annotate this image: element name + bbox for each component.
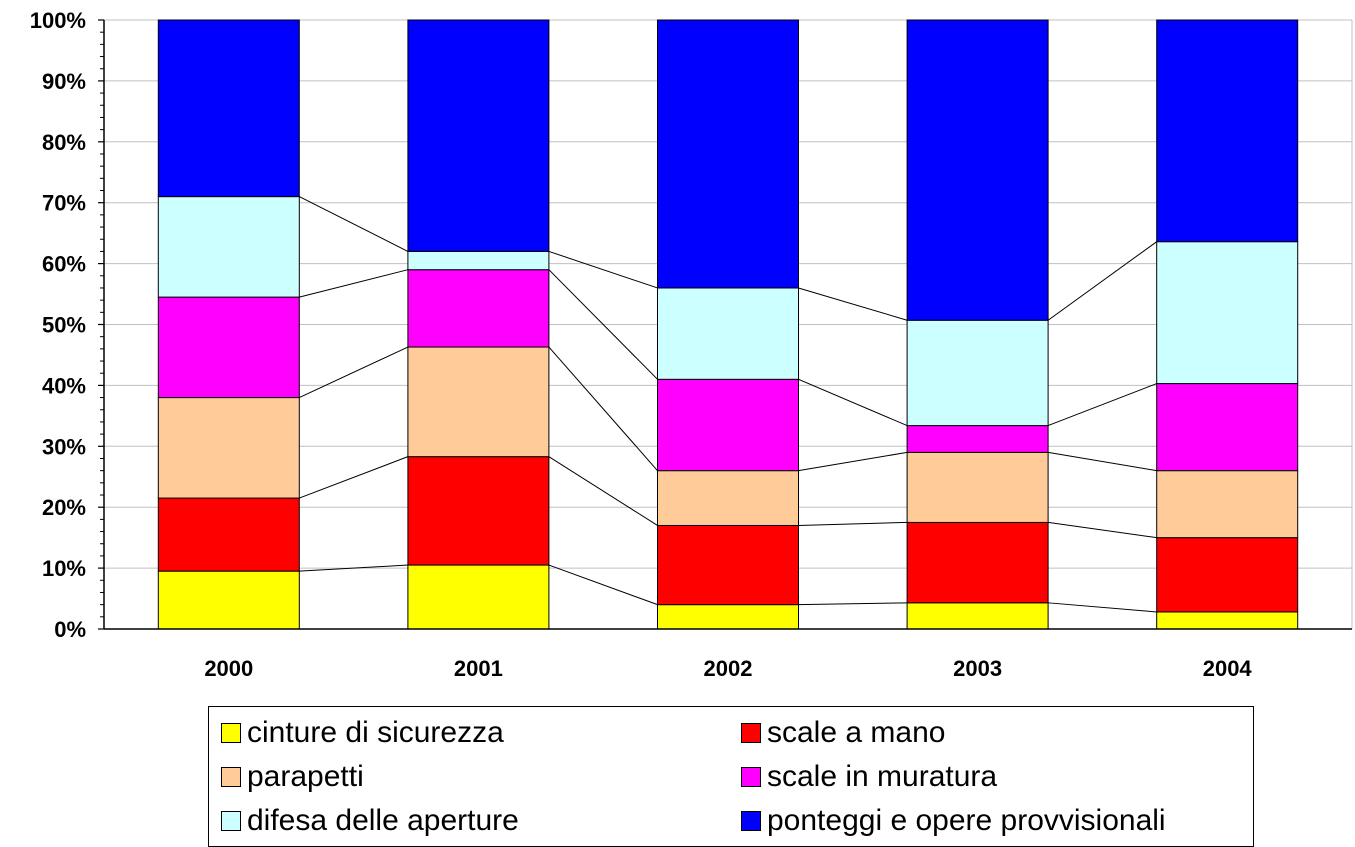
legend-item-ponteggi: ponteggi e opere provvisionali [741, 801, 1166, 841]
legend-item-difesa-delle-aperture: difesa delle aperture [221, 801, 519, 841]
series-connector-line [1047, 383, 1157, 427]
legend-label: cinture di sicurezza [247, 716, 504, 749]
series-connector-line [548, 250, 658, 289]
bar-segment [657, 524, 799, 606]
bar-segment [657, 470, 799, 526]
bar-segment [407, 250, 550, 271]
series-connector-line [1048, 602, 1157, 613]
connector-lines [299, 196, 1157, 613]
bar-segment [906, 425, 1049, 453]
y-tick-label: 30% [42, 434, 86, 459]
bar-segment [1156, 611, 1299, 630]
x-tick-label: 2001 [454, 656, 503, 681]
x-tick-label: 2000 [204, 656, 253, 681]
legend-swatch [741, 723, 761, 743]
y-tick-label: 100% [30, 8, 86, 33]
x-tick-label: 2002 [704, 656, 753, 681]
series-connector-line [1048, 521, 1157, 539]
series-connector-line [1047, 241, 1157, 321]
bar-segment [1156, 537, 1299, 613]
x-tick-label: 2003 [953, 656, 1002, 681]
bar-segment [157, 196, 300, 298]
bar-segment [906, 602, 1049, 630]
bar-segment [157, 19, 300, 198]
legend-item-scale-a-mano: scale a mano [741, 713, 945, 753]
bar-segment [157, 397, 300, 499]
series-connector-line [548, 564, 658, 606]
bar-segment [1156, 19, 1299, 243]
series-connector-line [1048, 451, 1157, 472]
legend-item-cinture: cinture di sicurezza [221, 713, 504, 753]
y-tick-label: 40% [42, 373, 86, 398]
series-connector-line [299, 196, 409, 252]
bar-segment [906, 451, 1049, 523]
legend-swatch [741, 767, 761, 787]
bar-segment [157, 296, 300, 399]
series-connector-line [798, 287, 908, 321]
bar-segment [657, 378, 799, 472]
series-connector-line [798, 451, 908, 472]
bar-segment [906, 319, 1049, 427]
legend-label: scale in muratura [767, 760, 998, 793]
legend: cinture di sicurezza scale a mano parape… [208, 706, 1254, 847]
bar-segment [1156, 383, 1299, 472]
x-tick-label: 2004 [1203, 656, 1253, 681]
series-connector-line [299, 564, 408, 572]
bar-segment [1156, 470, 1299, 539]
y-tick-label: 50% [42, 313, 86, 338]
series-connector-line [798, 602, 908, 606]
bar-segment [407, 456, 550, 566]
y-tick-labels: 0% 10% 20% 30% 40% 50% 60% 70% 80% 90% 100% [30, 8, 86, 642]
bar-segment [407, 269, 550, 348]
axes [98, 19, 1352, 630]
series-connector-line [798, 378, 908, 427]
bar-segment [906, 521, 1049, 604]
series-connector-line [299, 456, 409, 499]
legend-label: ponteggi e opere provvisionali [767, 804, 1166, 837]
bar-segment [407, 19, 550, 252]
legend-item-scale-in-muratura: scale in muratura [741, 757, 997, 797]
bars [157, 19, 1299, 630]
series-connector-line [798, 521, 908, 526]
bar-segment [657, 19, 799, 289]
legend-swatch [221, 723, 241, 743]
bar-segment [1156, 241, 1299, 385]
series-connector-line [548, 456, 658, 526]
bar-segment [157, 497, 300, 572]
chart-svg: 0%10%20%30%40%50%60%70%80%90%100% 2000 20… [30, 8, 1353, 681]
bar-segment [407, 564, 550, 630]
y-tick-label: 70% [42, 191, 86, 216]
legend-label: difesa delle aperture [247, 804, 519, 837]
bar-segment [407, 346, 550, 458]
series-connector-line [299, 346, 409, 399]
y-tick-label: 20% [42, 495, 86, 520]
legend-label: scale a mano [767, 716, 946, 749]
legend-item-parapetti: parapetti [221, 757, 364, 797]
legend-label: parapetti [247, 760, 364, 793]
series-connector-line [548, 346, 658, 471]
y-tick-label: 10% [42, 556, 86, 581]
legend-swatch [221, 767, 241, 787]
bar-segment [157, 570, 300, 630]
legend-swatch [741, 811, 761, 831]
bar-segment [657, 604, 799, 630]
series-connector-line [299, 269, 409, 298]
x-tick-labels: 2000 2001 2002 2003 2004 [204, 656, 1252, 681]
bar-segment [657, 287, 799, 380]
y-tick-label: 90% [42, 69, 86, 94]
y-tick-label: 80% [42, 130, 86, 155]
y-tick-label: 0% [54, 617, 86, 642]
series-connector-line [548, 269, 658, 380]
legend-swatch [221, 811, 241, 831]
bar-segment [906, 19, 1049, 321]
y-tick-label: 60% [42, 252, 86, 277]
